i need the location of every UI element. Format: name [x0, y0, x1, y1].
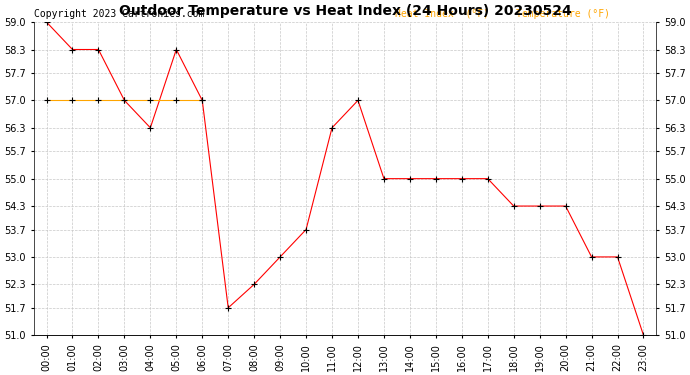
- Title: Outdoor Temperature vs Heat Index (24 Hours) 20230524: Outdoor Temperature vs Heat Index (24 Ho…: [119, 4, 571, 18]
- Text: Heat Index  (°F): Heat Index (°F): [395, 9, 489, 19]
- Text: Copyright 2023 Cartronics.com: Copyright 2023 Cartronics.com: [34, 9, 204, 19]
- Text: Temperature (°F): Temperature (°F): [516, 9, 610, 19]
